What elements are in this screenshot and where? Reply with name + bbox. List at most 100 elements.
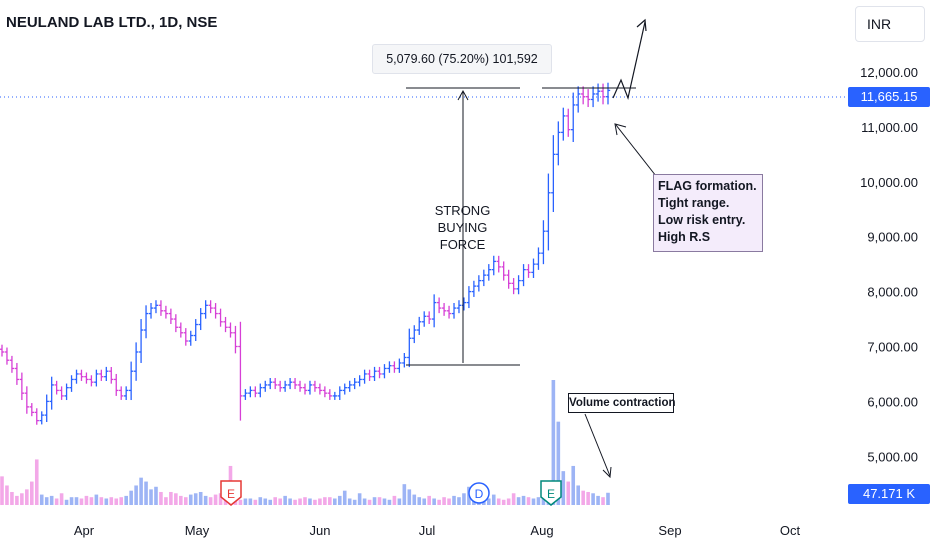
volume-bar <box>308 498 312 505</box>
volume-bar <box>561 471 566 505</box>
volume-bar <box>263 498 268 505</box>
time-tick-label: Jun <box>310 523 331 538</box>
volume-bar <box>591 493 595 505</box>
volume-bar <box>74 497 79 505</box>
volume-bar <box>5 485 9 505</box>
volume-bar <box>586 491 590 505</box>
volume-bar <box>437 499 441 505</box>
event-marker[interactable]: E <box>220 480 242 506</box>
volume-bar <box>149 489 153 505</box>
symbol-title[interactable]: NEULAND LAB LTD., 1D, NSE <box>6 14 218 31</box>
volume-note-arrow-head <box>602 466 612 479</box>
volume-bar <box>193 493 198 505</box>
volume-bar <box>511 493 516 505</box>
volume-bar <box>526 497 531 505</box>
time-tick-label: Oct <box>780 523 801 538</box>
volume-bar <box>248 498 253 505</box>
time-tick-label: Jul <box>419 523 436 538</box>
volume-bar <box>218 493 223 505</box>
volume-bar <box>442 497 446 505</box>
volume-bar <box>367 499 372 505</box>
volume-bar <box>59 493 64 505</box>
volume-bar <box>109 497 114 505</box>
volume-bar <box>601 497 605 505</box>
time-tick-label: Apr <box>74 523 95 538</box>
volume-bar <box>203 495 208 505</box>
volume-bar <box>387 499 392 505</box>
event-marker-label: D <box>475 487 484 501</box>
volume-bar <box>606 492 610 505</box>
volume-bar <box>268 499 273 505</box>
volume-bar <box>412 494 417 505</box>
volume-bar <box>49 495 54 505</box>
flag-note-arrow <box>615 124 657 177</box>
volume-bar <box>362 498 367 505</box>
volume-bar <box>422 498 427 505</box>
volume-bar <box>333 498 337 505</box>
volume-note-arrow <box>584 413 611 477</box>
volume-bar <box>188 494 193 505</box>
volume-bar <box>382 498 387 505</box>
price-tick-label: 12,000.00 <box>860 65 918 80</box>
volume-bar <box>417 497 422 505</box>
volume-bar <box>541 497 546 505</box>
volume-bar <box>377 497 382 505</box>
buying-force-label: STRONG BUYING FORCE <box>425 202 500 253</box>
volume-bar <box>372 497 377 505</box>
volume-bar <box>208 497 213 505</box>
price-axis[interactable]: 12,000.00 11,000.00 10,000.00 9,000.00 8,000… <box>860 65 918 464</box>
volume-bar <box>99 497 104 505</box>
price-tick-label: 5,000.00 <box>867 449 918 464</box>
volume-bar <box>397 498 402 505</box>
flag-note-line: Low risk entry. <box>658 213 746 227</box>
measure-arrow-head <box>457 89 469 101</box>
price-tick-label: 10,000.00 <box>860 175 918 190</box>
volume-bar <box>183 497 188 505</box>
volume-bar <box>198 491 203 505</box>
volume-bar <box>213 494 218 505</box>
time-axis[interactable]: Apr May Jun Jul Aug Sep Oct <box>74 523 801 538</box>
price-tick-label: 7,000.00 <box>867 340 918 355</box>
volume-bar <box>114 498 119 505</box>
volume-bar <box>462 493 466 505</box>
volume-bar <box>0 476 4 505</box>
volume-contraction-note: Volume contraction <box>568 393 676 413</box>
volume-bar <box>139 477 143 505</box>
volume-bar <box>159 491 163 505</box>
volume-bar <box>84 495 89 505</box>
volume-bar <box>283 495 287 505</box>
volume-bar <box>427 495 431 505</box>
volume-bar <box>144 481 148 505</box>
volume-bar <box>357 493 362 505</box>
breakout-arrow-head <box>636 18 647 32</box>
volume-bar <box>491 494 496 505</box>
volume-bar <box>10 491 14 505</box>
volume-bar <box>258 497 263 505</box>
time-tick-label: Sep <box>658 523 681 538</box>
time-tick-label: May <box>185 523 210 538</box>
volume-bar <box>20 493 24 505</box>
volume-bar <box>566 481 571 505</box>
volume-bar <box>30 481 34 505</box>
time-tick-label: Aug <box>530 523 553 538</box>
event-marker[interactable]: E <box>540 480 562 506</box>
event-marker[interactable]: D <box>468 482 490 504</box>
currency-selector[interactable]: INR <box>855 6 925 42</box>
volume-bar <box>15 495 19 505</box>
measure-label: 5,079.60 (75.20%) 101,592 <box>372 44 552 74</box>
breakout-arrow <box>612 21 646 101</box>
current-volume-badge: 47.171 K <box>848 484 930 504</box>
volume-bar <box>342 490 347 505</box>
volume-bar <box>392 495 397 505</box>
event-marker-label: E <box>547 487 555 501</box>
volume-bar <box>303 497 307 505</box>
current-price-badge: 11,665.15 <box>848 87 930 107</box>
price-tick-label: 9,000.00 <box>867 230 918 245</box>
volume-bar <box>89 497 94 505</box>
volume-bar <box>288 498 292 505</box>
price-tick-label: 6,000.00 <box>867 394 918 409</box>
flag-note-arrow-head <box>614 123 627 136</box>
volume-bar <box>174 493 178 505</box>
